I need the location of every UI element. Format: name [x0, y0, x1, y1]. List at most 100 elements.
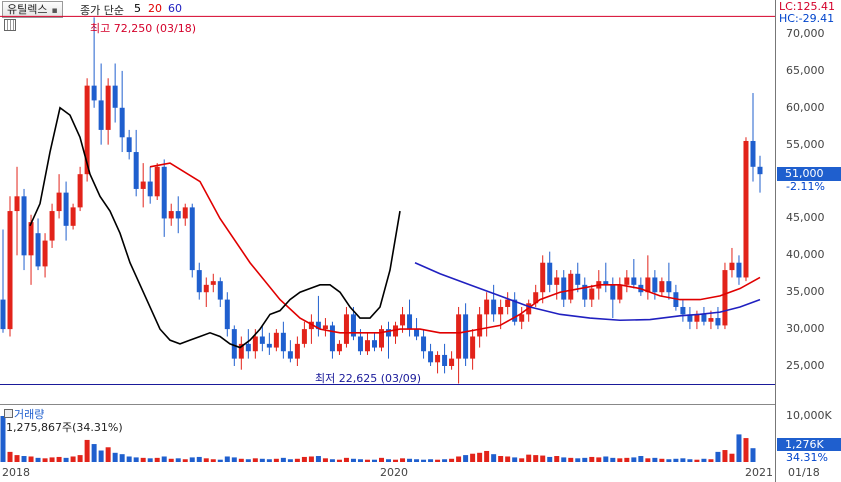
stock-selector-button[interactable]: 유틸렉스 ▪	[2, 1, 63, 18]
volume-bar	[294, 458, 300, 462]
volume-bar	[701, 458, 707, 462]
candle-body	[449, 358, 455, 366]
candle-body	[554, 277, 560, 285]
volume-bar	[77, 455, 83, 462]
candle-body	[652, 277, 658, 293]
volume-bar	[505, 456, 511, 462]
ma20-label[interactable]: 20	[148, 2, 162, 15]
candle-body	[687, 314, 693, 322]
volume-bar	[203, 458, 209, 462]
volume-bar	[21, 456, 27, 462]
candle-body	[252, 336, 258, 352]
candle-body	[301, 329, 307, 344]
y-tick: 55,000	[786, 138, 825, 151]
volume-bar	[28, 456, 34, 462]
volume-bar	[449, 458, 455, 462]
grid-icon[interactable]	[4, 19, 16, 31]
y-tick: 30,000	[786, 322, 825, 335]
candle-body	[617, 284, 623, 300]
candle-body	[428, 351, 434, 363]
current-price-box: 51,000	[777, 167, 841, 181]
volume-bar	[722, 450, 728, 462]
ma60-label[interactable]: 60	[168, 2, 182, 15]
volume-bar	[0, 416, 6, 462]
volume-bar	[624, 457, 630, 462]
volume-bar	[336, 459, 342, 462]
candle-body	[49, 211, 55, 241]
candle-body	[175, 211, 181, 219]
candle-body	[203, 284, 209, 293]
candle-body	[7, 211, 13, 330]
volume-bar	[659, 458, 665, 462]
candle-body	[210, 281, 216, 285]
volume-bar	[729, 453, 735, 462]
candle-body	[477, 314, 483, 337]
volume-bar	[673, 458, 679, 462]
candle-body	[329, 325, 335, 352]
candle-body	[14, 196, 20, 212]
x-label-2021: 2021	[745, 466, 773, 479]
volume-bar	[224, 456, 230, 462]
candle-body	[512, 299, 518, 322]
volume-bar	[105, 447, 111, 462]
candle-body	[610, 284, 616, 300]
volume-bar	[603, 456, 609, 462]
volume-bar	[140, 457, 146, 462]
volume-bar	[547, 456, 553, 462]
volume-bar	[414, 459, 420, 462]
volume-bar	[49, 457, 55, 462]
volume-bar	[63, 457, 69, 462]
candle-body	[357, 336, 363, 352]
candle-body	[533, 292, 539, 304]
candle-body	[350, 314, 356, 337]
volume-bar	[470, 453, 476, 462]
hc-value: HC:-29.41	[779, 12, 835, 25]
candle-body	[308, 321, 314, 330]
volume-bar	[287, 459, 293, 462]
candle-body	[414, 329, 420, 337]
volume-bar	[7, 451, 13, 462]
volume-bar	[596, 457, 602, 462]
volume-bar	[610, 457, 616, 462]
candle-body	[736, 262, 742, 278]
candle-body	[140, 181, 146, 189]
candle-body	[519, 314, 525, 322]
volume-bar	[687, 459, 693, 462]
candle-body	[659, 281, 665, 293]
volume-bar	[56, 456, 62, 462]
candle-body	[217, 281, 223, 300]
volume-toggle-icon[interactable]	[4, 409, 13, 418]
candle-body	[729, 262, 735, 271]
volume-bar	[386, 459, 392, 462]
volume-bar	[512, 457, 518, 462]
volume-bar	[666, 459, 672, 462]
candle-body	[259, 336, 265, 344]
candle-body	[133, 152, 139, 189]
candle-body	[463, 314, 469, 359]
volume-bar	[245, 459, 251, 462]
volume-bar	[364, 459, 370, 462]
high-price-annotation: 최고 72,250 (03/18)	[90, 22, 197, 35]
volume-bar	[133, 457, 139, 462]
volume-bar	[126, 456, 132, 462]
candle-body	[266, 343, 272, 348]
panel-divider	[0, 404, 775, 405]
volume-bar	[554, 456, 560, 462]
candle-body	[196, 270, 202, 293]
candle-body	[126, 137, 132, 153]
candle-body	[21, 196, 27, 256]
y-tick: 65,000	[786, 64, 825, 77]
volume-bar	[322, 458, 328, 462]
candle-body	[322, 325, 328, 330]
candle-body	[84, 85, 90, 175]
low-price-annotation: 최저 22,625 (03/09)	[315, 372, 422, 385]
volume-bar	[428, 459, 434, 462]
candle-body	[182, 207, 188, 219]
volume-bar	[575, 458, 581, 462]
candle-body	[386, 329, 392, 337]
x-label-2018: 2018	[2, 466, 30, 479]
ma5-label[interactable]: 5	[134, 2, 141, 15]
volume-bar	[238, 458, 244, 462]
volume-bar	[743, 438, 749, 462]
volume-bar	[652, 457, 658, 462]
